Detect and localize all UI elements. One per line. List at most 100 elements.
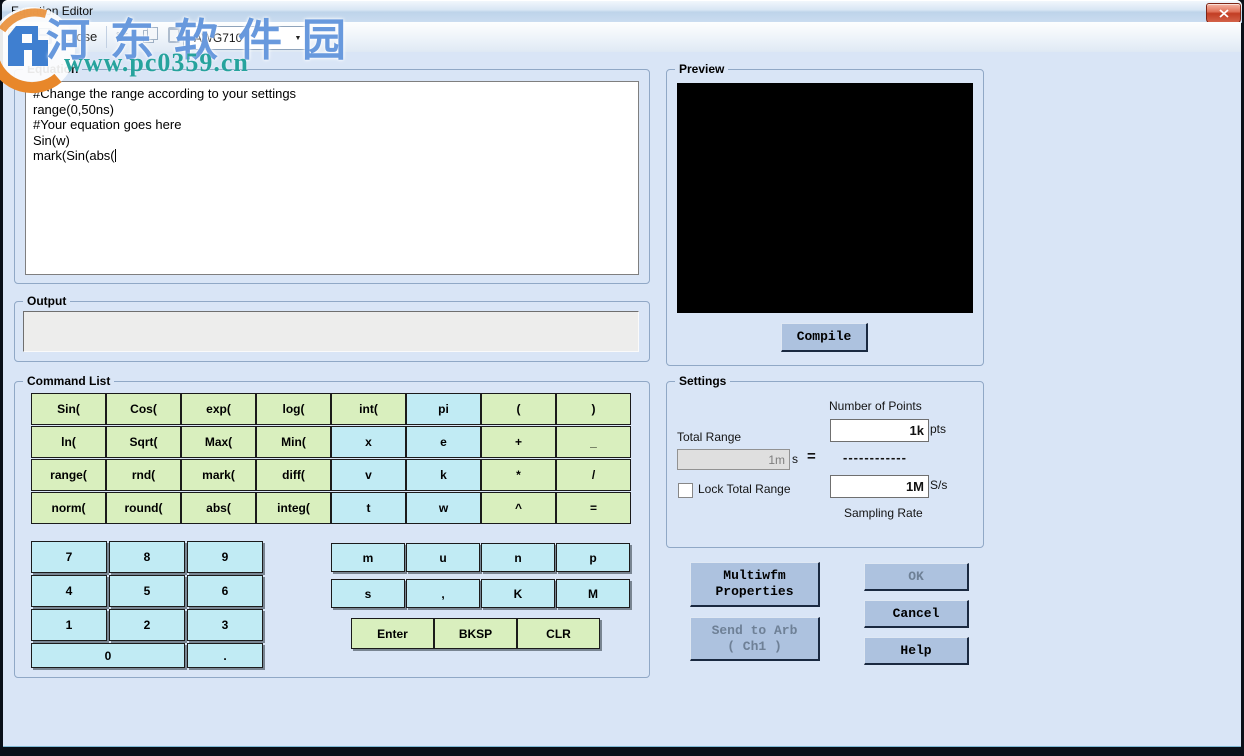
cmd-key-min[interactable]: Min( (256, 426, 331, 458)
cmd-key-cos[interactable]: Cos( (106, 393, 181, 425)
total-range-label: Total Range (677, 430, 742, 444)
sampling-rate-unit-label: S/s (930, 478, 948, 492)
key-mega[interactable]: M (556, 579, 630, 608)
numpad-decimal[interactable]: . (187, 643, 263, 668)
cmd-key-int[interactable]: int( (331, 393, 406, 425)
cmd-key-plus[interactable]: + (481, 426, 556, 458)
cmd-key-open-paren[interactable]: ( (481, 393, 556, 425)
save-icon[interactable] (36, 28, 52, 44)
backspace-key[interactable]: BKSP (434, 618, 517, 649)
output-group: Output (14, 294, 650, 362)
command-list-group-label: Command List (23, 374, 115, 389)
cmd-key-diff[interactable]: diff( (256, 459, 331, 491)
key-micro[interactable]: u (406, 543, 480, 572)
equation-line: #Change the range according to your sett… (33, 86, 297, 101)
cmd-key-power[interactable]: ^ (481, 492, 556, 524)
numpad-0[interactable]: 0 (31, 643, 185, 668)
cmd-key-sqrt[interactable]: Sqrt( (106, 426, 181, 458)
numpad-4[interactable]: 4 (31, 575, 107, 607)
device-select[interactable]: AWG710 ▼ (183, 26, 307, 50)
numpad-2[interactable]: 2 (109, 609, 185, 641)
cmd-key-multiply[interactable]: * (481, 459, 556, 491)
cmd-key-rnd[interactable]: rnd( (106, 459, 181, 491)
lock-total-range-checkbox[interactable] (678, 483, 693, 498)
key-comma[interactable]: , (406, 579, 480, 608)
numpad-6[interactable]: 6 (187, 575, 263, 607)
cmd-key-abs[interactable]: abs( (181, 492, 256, 524)
open-file-icon[interactable] (8, 28, 27, 45)
sampling-rate-label: Sampling Rate (844, 506, 923, 520)
number-of-points-label: Number of Points (829, 399, 922, 413)
numpad-5[interactable]: 5 (109, 575, 185, 607)
cmd-key-minus[interactable]: _ (556, 426, 631, 458)
cmd-key-ln[interactable]: ln( (31, 426, 106, 458)
cmd-key-max[interactable]: Max( (181, 426, 256, 458)
ok-button[interactable]: OK (864, 563, 969, 591)
cmd-key-mark[interactable]: mark( (181, 459, 256, 491)
cmd-key-e[interactable]: e (406, 426, 481, 458)
equation-line: range(0,50ns) (33, 101, 114, 117)
cmd-key-norm[interactable]: norm( (31, 492, 106, 524)
lock-total-range-label: Lock Total Range (698, 482, 791, 496)
copy-icon[interactable] (143, 27, 158, 43)
numpad-8[interactable]: 8 (109, 541, 185, 573)
command-list-group: Command List Sin( Cos( exp( log( int( pi… (14, 374, 650, 678)
fraction-bar: ------------ (843, 450, 907, 465)
cmd-key-close-paren[interactable]: ) (556, 393, 631, 425)
close-menu-button[interactable]: Close (64, 29, 98, 44)
cut-icon[interactable]: ✂ (116, 28, 129, 45)
cmd-key-pi[interactable]: pi (406, 393, 481, 425)
title-bar[interactable]: Equation Editor (2, 0, 1242, 23)
key-pico[interactable]: p (556, 543, 630, 572)
cmd-key-t[interactable]: t (331, 492, 406, 524)
cmd-key-integ[interactable]: integ( (256, 492, 331, 524)
enter-key[interactable]: Enter (351, 618, 434, 649)
equation-group: Equation #Change the range according to … (14, 62, 650, 284)
window-title: Equation Editor (11, 4, 94, 18)
cmd-key-w[interactable]: w (406, 492, 481, 524)
equation-line: mark(Sin(abs( (33, 148, 116, 163)
device-select-value: AWG710 (194, 31, 243, 45)
cmd-key-sin[interactable]: Sin( (31, 393, 106, 425)
cmd-key-round[interactable]: round( (106, 492, 181, 524)
window-close-button[interactable] (1206, 3, 1241, 24)
preview-group-label: Preview (675, 62, 729, 77)
key-kilo[interactable]: K (481, 579, 555, 608)
key-nano[interactable]: n (481, 543, 555, 572)
cmd-key-divide[interactable]: / (556, 459, 631, 491)
help-button[interactable]: Help (864, 637, 969, 665)
close-icon (1218, 9, 1229, 18)
unit-keys: m u n p s , K M (331, 543, 630, 608)
preview-canvas (677, 83, 973, 313)
numpad: 7 8 9 4 5 6 1 2 3 0 . (31, 541, 263, 668)
cmd-key-k[interactable]: k (406, 459, 481, 491)
numpad-3[interactable]: 3 (187, 609, 263, 641)
cancel-button[interactable]: Cancel (864, 600, 969, 628)
paste-icon[interactable] (168, 27, 180, 43)
output-box (23, 311, 639, 352)
multiwfm-properties-button[interactable]: Multiwfm Properties (690, 562, 820, 607)
cmd-key-exp[interactable]: exp( (181, 393, 256, 425)
cmd-key-equals[interactable]: = (556, 492, 631, 524)
cmd-key-range[interactable]: range( (31, 459, 106, 491)
edit-keys: Enter BKSP CLR (351, 618, 600, 649)
command-grid: Sin( Cos( exp( log( int( pi ( ) ln( Sqrt… (31, 393, 631, 524)
sampling-rate-input[interactable]: 1M (830, 475, 929, 498)
toolbar-separator (106, 26, 107, 48)
text-cursor (114, 149, 116, 162)
numpad-9[interactable]: 9 (187, 541, 263, 573)
compile-button[interactable]: Compile (781, 323, 868, 352)
numpad-7[interactable]: 7 (31, 541, 107, 573)
key-seconds[interactable]: s (331, 579, 405, 608)
number-of-points-input[interactable]: 1k (830, 419, 929, 442)
cmd-key-log[interactable]: log( (256, 393, 331, 425)
total-range-unit-label: s (792, 452, 798, 466)
equation-input[interactable]: #Change the range according to your sett… (25, 81, 639, 275)
numpad-1[interactable]: 1 (31, 609, 107, 641)
cmd-key-x[interactable]: x (331, 426, 406, 458)
key-milli[interactable]: m (331, 543, 405, 572)
chevron-down-icon[interactable]: ▼ (294, 34, 302, 42)
cmd-key-v[interactable]: v (331, 459, 406, 491)
clear-key[interactable]: CLR (517, 618, 600, 649)
send-to-arb-button[interactable]: Send to Arb ( Ch1 ) (690, 617, 820, 661)
